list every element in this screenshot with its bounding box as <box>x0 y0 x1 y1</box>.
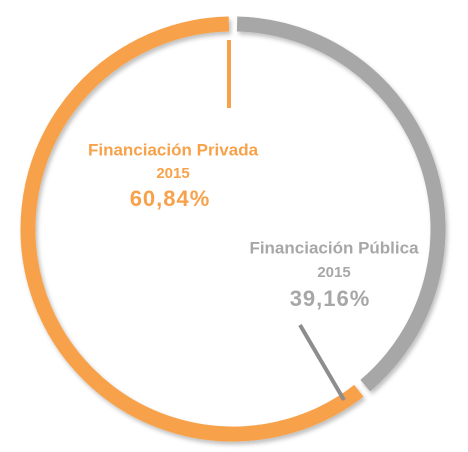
segment-value: 39,16% <box>290 286 371 311</box>
segment-year: 2015 <box>156 165 189 182</box>
segment-name: Financiación Pública <box>249 238 419 257</box>
segment-year: 2015 <box>317 264 350 281</box>
donut-segment <box>20 16 364 442</box>
donut-segment <box>236 16 446 392</box>
segment-value: 60,84% <box>130 186 211 211</box>
segment-name: Financiación Privada <box>88 140 259 159</box>
leader-line <box>298 323 346 402</box>
ring <box>20 16 446 442</box>
